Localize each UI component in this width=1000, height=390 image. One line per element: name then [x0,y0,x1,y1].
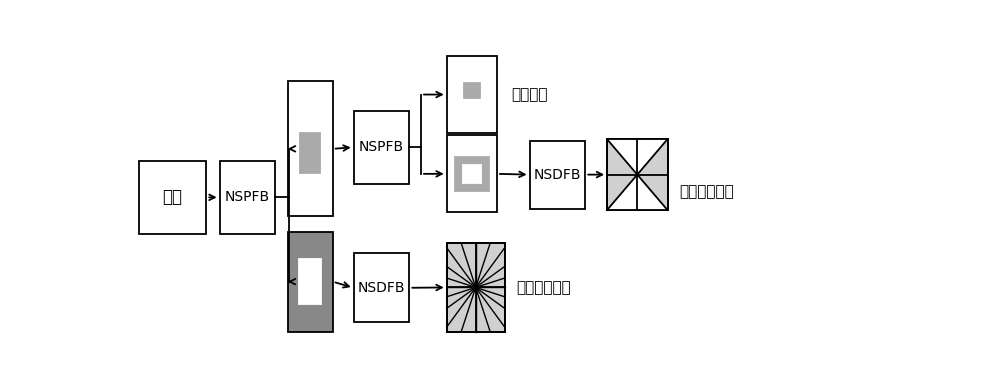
Text: NSPFB: NSPFB [359,140,404,154]
Text: NSDFB: NSDFB [358,281,405,295]
Bar [300,133,320,173]
Bar [220,161,275,234]
Text: NSPFB: NSPFB [225,190,270,204]
Polygon shape [607,139,668,175]
Bar [607,139,668,210]
Bar [607,139,668,210]
Bar [464,83,480,98]
Bar [463,165,481,183]
Text: NSDFB: NSDFB [534,168,581,182]
Text: 低频子带: 低频子带 [511,87,547,102]
Bar [299,259,321,304]
Bar [354,253,409,323]
Bar [447,243,505,332]
Text: 图像: 图像 [163,188,183,206]
Bar [354,111,409,184]
Polygon shape [607,175,668,210]
Bar [447,135,497,212]
Bar [139,161,206,234]
Bar [530,141,585,209]
Text: 高频方向子带: 高频方向子带 [516,280,571,295]
Bar [288,82,333,216]
Text: 高频方向子带: 高频方向子带 [679,184,734,199]
Bar [447,243,505,332]
Bar [288,232,333,332]
Bar [455,157,489,191]
Bar [447,56,497,133]
